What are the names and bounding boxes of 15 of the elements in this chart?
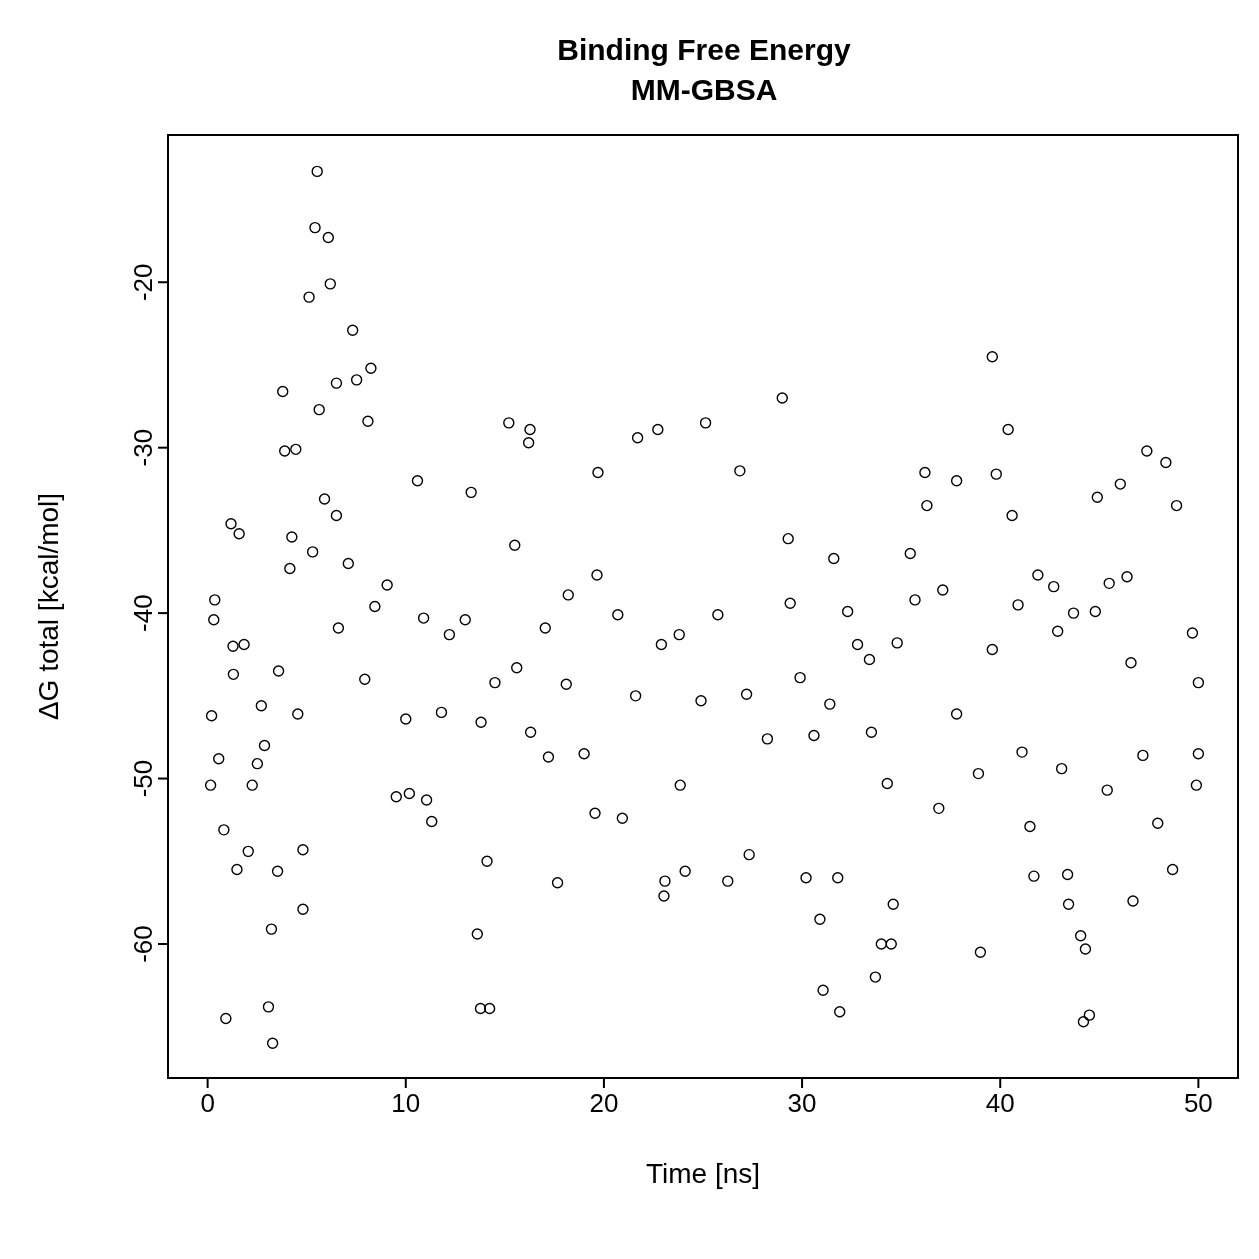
y-tick-label: -60: [128, 925, 158, 963]
y-tick-label: -50: [128, 759, 158, 798]
x-tick-label: 10: [391, 1088, 421, 1118]
x-tick-label: 40: [985, 1088, 1015, 1118]
y-tick-label: -30: [128, 428, 158, 467]
chart-title: Binding Free Energy: [556, 32, 852, 68]
y-tick-label: -20: [128, 263, 158, 302]
y-tick-label: -40: [128, 594, 158, 632]
x-tick-label: 0: [200, 1088, 215, 1118]
x-axis-title: Time [ns]: [645, 1158, 761, 1189]
chart-subtitle: MM-GBSA: [629, 72, 779, 108]
x-tick-label: 50: [1183, 1088, 1213, 1118]
x-tick-label: 30: [787, 1088, 817, 1118]
y-axis-title: ΔG total [kcal/mol]: [32, 492, 64, 721]
x-tick-label: 20: [589, 1088, 619, 1118]
